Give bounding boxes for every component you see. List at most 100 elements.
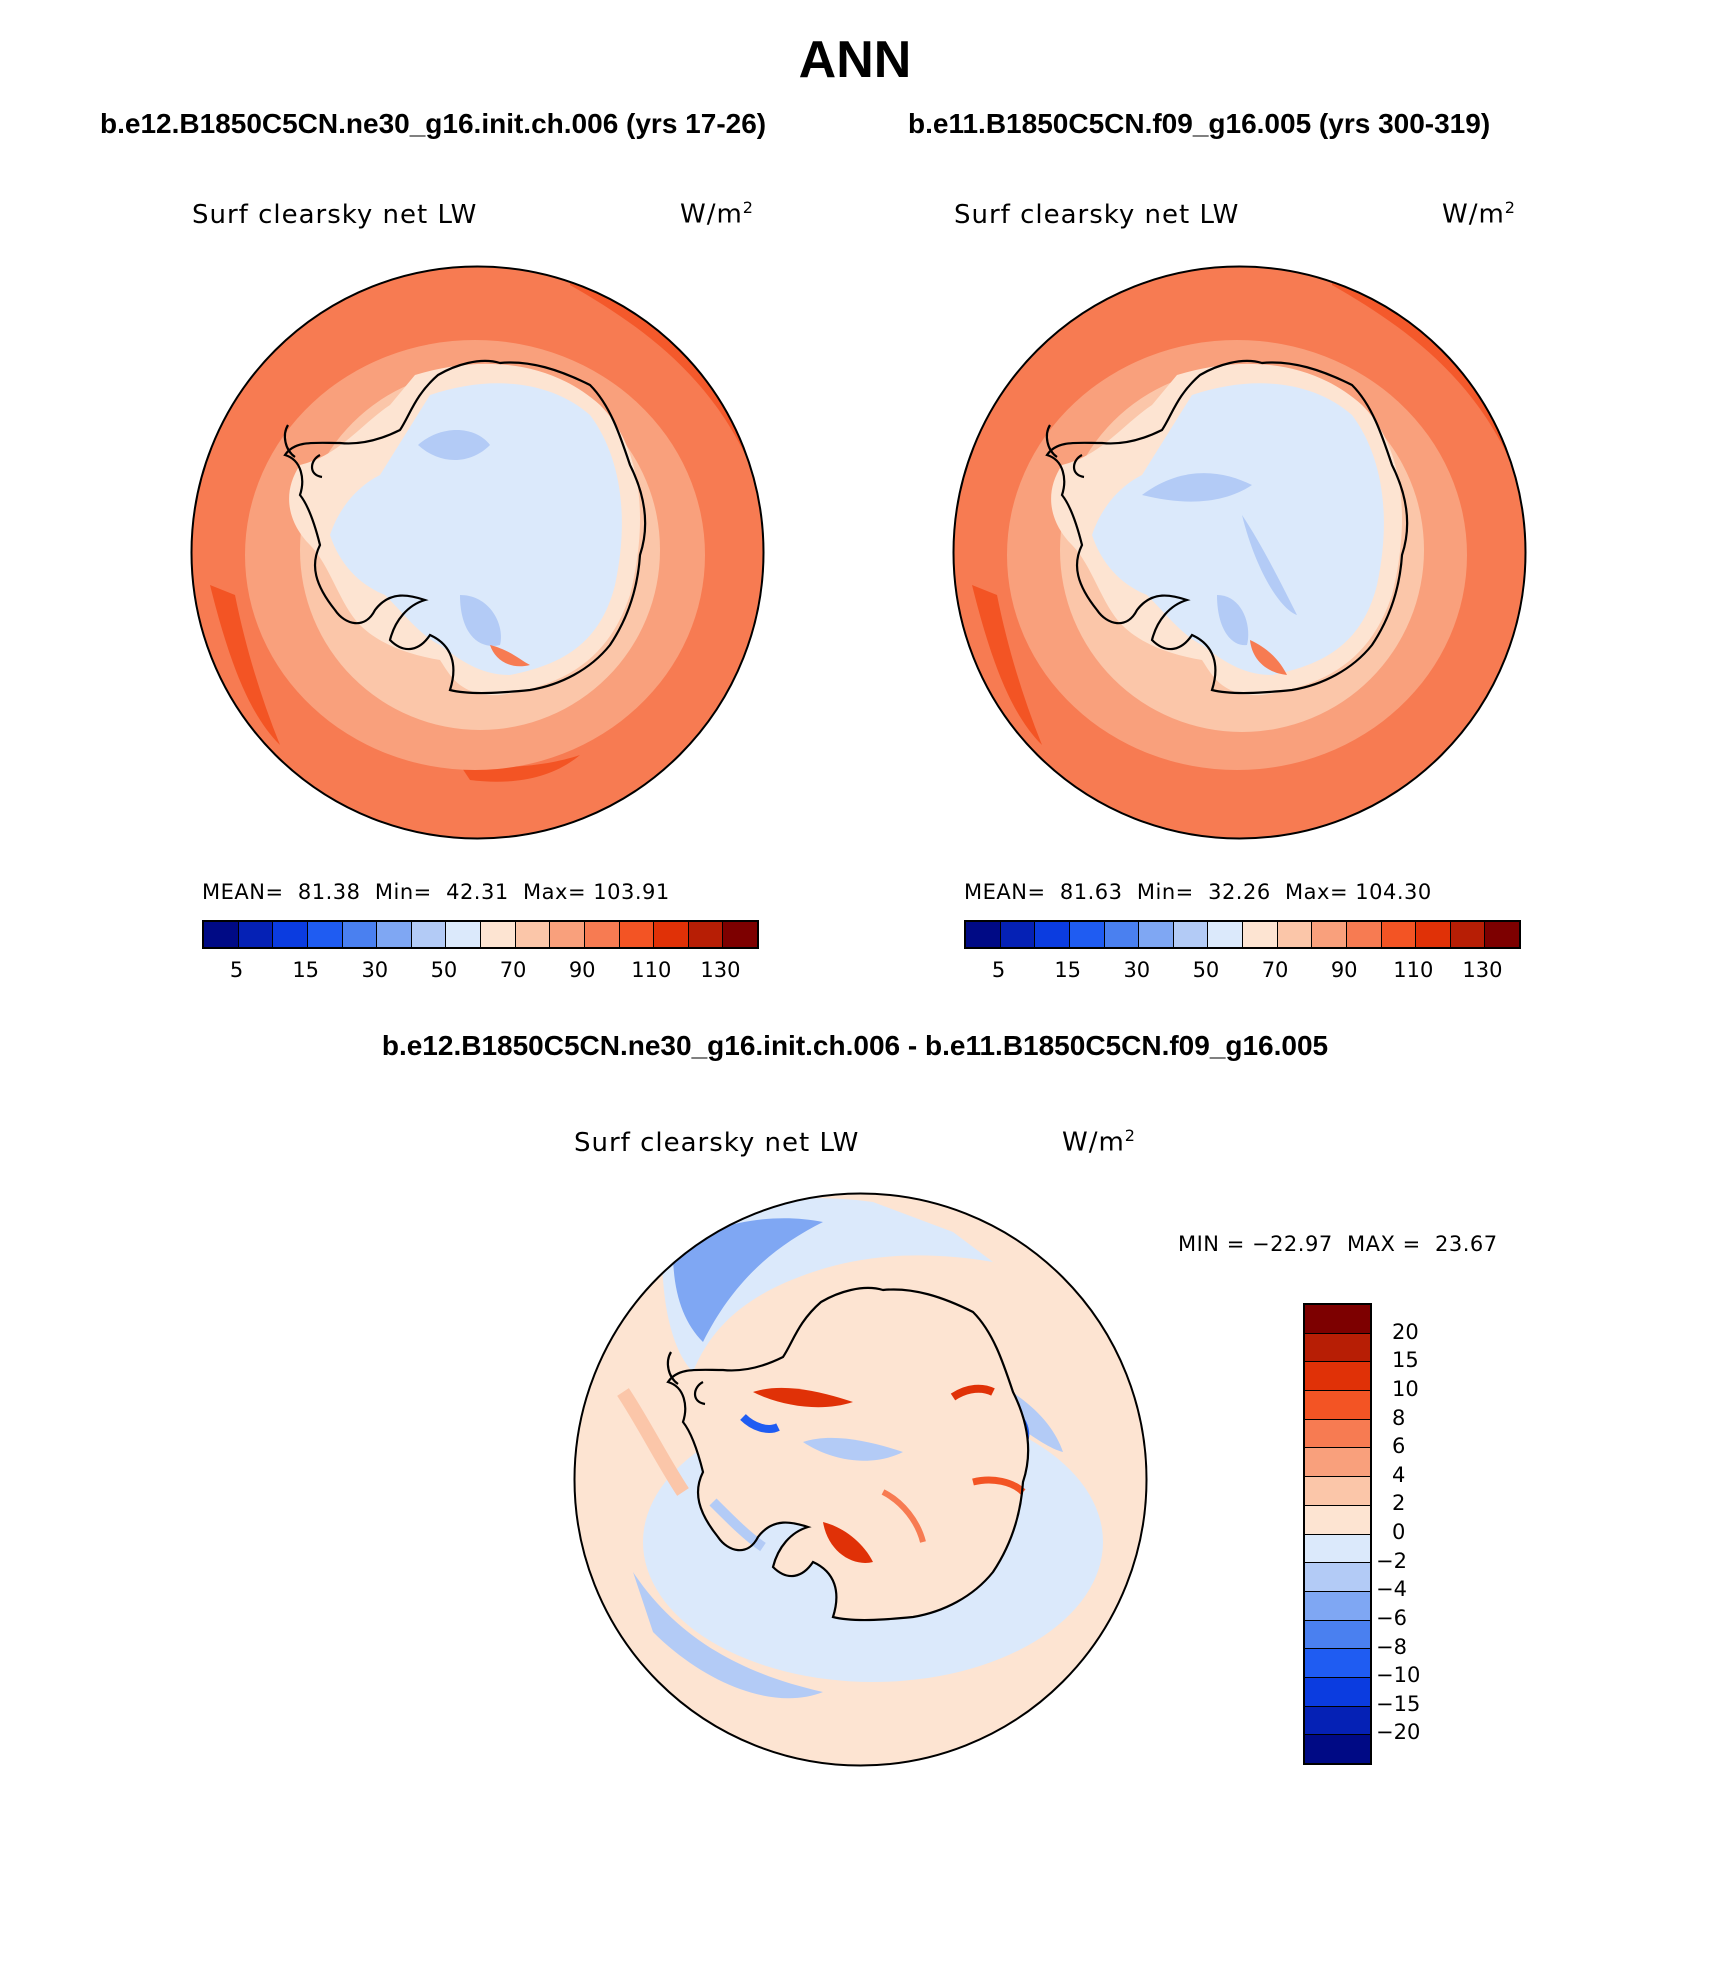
colorbar-swatch <box>446 922 481 947</box>
colorbar-swatch <box>273 922 308 947</box>
colorbar-tick-label: 5 <box>229 958 244 982</box>
case-b-title: b.e11.B1850C5CN.f09_g16.005 (yrs 300-319… <box>908 108 1491 139</box>
colorbar-tick-label: 10 <box>1392 1376 1419 1401</box>
colorbar-tick-label: 5 <box>991 958 1006 982</box>
colorbar-swatch <box>1346 922 1382 947</box>
panel3-map <box>573 1192 1148 1767</box>
colorbar-swatch <box>654 922 689 947</box>
colorbar-swatch <box>1277 922 1313 947</box>
colorbar-swatch <box>515 922 551 947</box>
panel1-stats: MEAN= 81.38 Min= 42.31 Max= 103.91 <box>202 880 670 904</box>
colorbar-tick-label: −20 <box>1376 1720 1421 1745</box>
colorbar-tick-label: 15 <box>1054 958 1082 982</box>
colorbar-swatch <box>1312 922 1347 947</box>
colorbar-swatch <box>1305 1419 1370 1449</box>
colorbar-swatch <box>966 922 1001 947</box>
panel2-variable: Surf clearsky net LW <box>954 200 1240 230</box>
colorbar-tick-label: 4 <box>1392 1462 1406 1487</box>
panel2-colorbar-ticks: 5 15 30 50 70 90 110 130 <box>964 958 1517 988</box>
colorbar-tick-label: 130 <box>700 958 741 982</box>
panel2-units: W/m2 <box>1442 198 1516 230</box>
figure-title: ANN <box>798 31 912 89</box>
colorbar-swatch <box>1485 922 1519 947</box>
colorbar-tick-label: −2 <box>1376 1548 1407 1573</box>
colorbar-swatch <box>584 922 620 947</box>
colorbar-swatch <box>688 922 724 947</box>
colorbar-tick-label: 8 <box>1392 1405 1406 1430</box>
colorbar-swatch <box>1069 922 1105 947</box>
colorbar-swatch <box>1305 1591 1370 1621</box>
panel3-colorbar-ticks: 20 15 10 8 6 4 2 0 −2 −4 −6 −8 −10 −15 −20 <box>1376 1303 1464 1765</box>
colorbar-swatch <box>1035 922 1070 947</box>
colorbar-swatch <box>723 922 757 947</box>
colorbar-swatch <box>1305 1677 1370 1707</box>
colorbar-swatch <box>1305 1305 1370 1334</box>
colorbar-swatch <box>1305 1505 1370 1535</box>
colorbar-tick-label: −4 <box>1376 1577 1407 1602</box>
colorbar-tick-label: 130 <box>1462 958 1503 982</box>
panel1-colorbar-ticks: 5 15 30 50 70 90 110 130 <box>202 958 755 988</box>
difference-title: b.e12.B1850C5CN.ne30_g16.init.ch.006 - b… <box>381 1030 1329 1061</box>
colorbar-swatch <box>1305 1735 1370 1763</box>
colorbar-swatch <box>1243 922 1278 947</box>
colorbar-swatch <box>1305 1333 1370 1363</box>
colorbar-tick-label: 30 <box>1123 958 1151 982</box>
colorbar-swatch <box>1139 922 1174 947</box>
colorbar-swatch <box>1305 1706 1370 1736</box>
colorbar-tick-label: 50 <box>1192 958 1220 982</box>
colorbar-tick-label: 110 <box>631 958 672 982</box>
panel2-map <box>952 265 1527 840</box>
colorbar-swatch <box>1000 922 1036 947</box>
panel3-stats: MIN = −22.97 MAX = 23.67 <box>1178 1232 1498 1256</box>
colorbar-swatch <box>1416 922 1451 947</box>
panel1-colorbar <box>202 920 759 949</box>
colorbar-swatch <box>550 922 585 947</box>
colorbar-swatch <box>1450 922 1486 947</box>
panel1-units: W/m2 <box>680 198 754 230</box>
panel3-colorbar <box>1303 1303 1372 1765</box>
colorbar-tick-label: 6 <box>1392 1434 1406 1459</box>
panel1-variable: Surf clearsky net LW <box>192 200 478 230</box>
colorbar-swatch <box>342 922 378 947</box>
colorbar-tick-label: 90 <box>568 958 596 982</box>
colorbar-swatch <box>619 922 655 947</box>
colorbar-swatch <box>1305 1448 1370 1478</box>
colorbar-tick-label: 15 <box>1392 1348 1419 1373</box>
colorbar-swatch <box>238 922 274 947</box>
colorbar-swatch <box>1173 922 1209 947</box>
colorbar-swatch <box>307 922 343 947</box>
colorbar-tick-label: 70 <box>499 958 527 982</box>
colorbar-swatch <box>1305 1391 1370 1420</box>
colorbar-tick-label: 30 <box>361 958 389 982</box>
colorbar-swatch <box>204 922 239 947</box>
colorbar-swatch <box>1305 1649 1370 1678</box>
colorbar-tick-label: 110 <box>1393 958 1434 982</box>
colorbar-swatch <box>481 922 516 947</box>
colorbar-tick-label: 2 <box>1392 1491 1406 1516</box>
panel2-stats: MEAN= 81.63 Min= 32.26 Max= 104.30 <box>964 880 1432 904</box>
colorbar-tick-label: 70 <box>1261 958 1289 982</box>
colorbar-swatch <box>1305 1362 1370 1392</box>
colorbar-swatch <box>1305 1477 1370 1506</box>
colorbar-tick-label: −10 <box>1376 1663 1421 1688</box>
colorbar-swatch <box>1381 922 1417 947</box>
panel3-units: W/m2 <box>1062 1126 1136 1158</box>
colorbar-swatch <box>377 922 412 947</box>
panel1-map <box>190 265 765 840</box>
colorbar-swatch <box>1104 922 1140 947</box>
colorbar-swatch <box>1305 1563 1370 1592</box>
panel3-variable: Surf clearsky net LW <box>574 1128 860 1158</box>
panel2-colorbar <box>964 920 1521 949</box>
colorbar-tick-label: 15 <box>292 958 320 982</box>
colorbar-tick-label: 50 <box>430 958 458 982</box>
colorbar-tick-label: 0 <box>1392 1520 1406 1544</box>
colorbar-swatch <box>411 922 447 947</box>
colorbar-swatch <box>1305 1620 1370 1650</box>
case-a-title: b.e12.B1850C5CN.ne30_g16.init.ch.006 (yr… <box>100 108 767 139</box>
colorbar-swatch <box>1305 1534 1370 1564</box>
colorbar-tick-label: −15 <box>1376 1691 1421 1716</box>
colorbar-swatch <box>1208 922 1243 947</box>
colorbar-tick-label: 90 <box>1330 958 1358 982</box>
colorbar-tick-label: 20 <box>1392 1319 1419 1344</box>
colorbar-tick-label: −6 <box>1376 1605 1407 1630</box>
